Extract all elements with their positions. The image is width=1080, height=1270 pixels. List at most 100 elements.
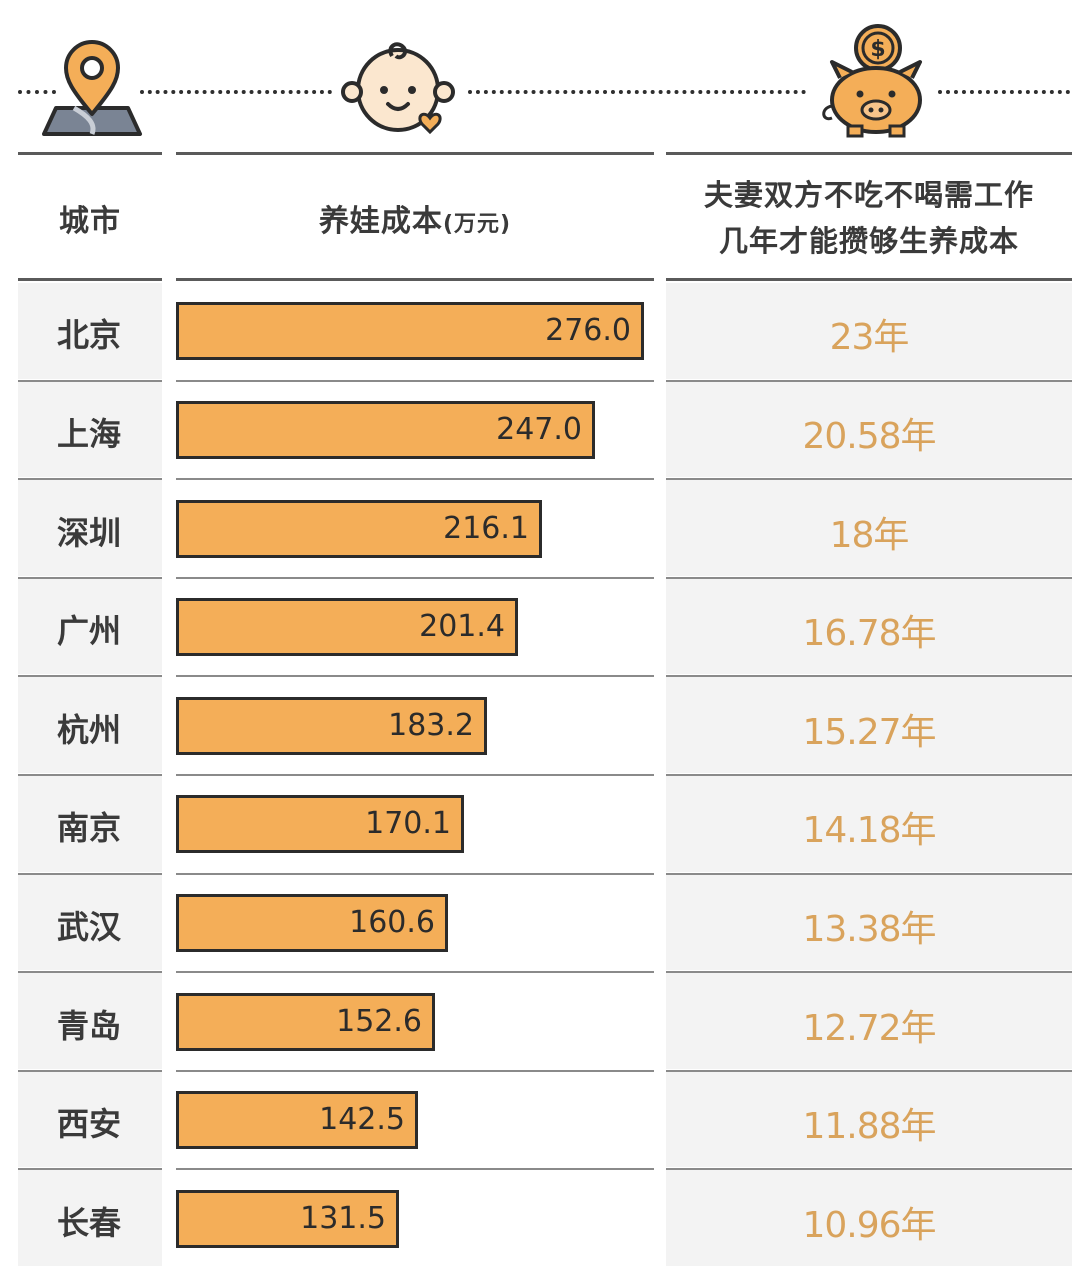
- row-divider: [18, 774, 162, 776]
- bar-value-label: 152.6: [336, 1003, 422, 1039]
- city-label: 上海: [56, 414, 121, 453]
- row-shade: [18, 1071, 162, 1168]
- cost-bar: 247.0: [176, 400, 595, 459]
- bar-value-label: 160.6: [349, 904, 435, 940]
- row-divider: [18, 971, 162, 974]
- row-shade: [18, 381, 162, 478]
- row-divider: [18, 379, 162, 382]
- city-label: 西安: [56, 1105, 121, 1144]
- city-label: 南京: [56, 809, 121, 848]
- row-divider: [176, 478, 654, 481]
- row-divider: [666, 774, 1072, 776]
- row-shade: [666, 1170, 1072, 1266]
- city-column-header: 城市: [59, 204, 121, 239]
- row-divider: [176, 576, 654, 579]
- row-divider: [18, 576, 162, 579]
- header-bottom-rule: [18, 278, 162, 281]
- row-shade: [18, 776, 162, 872]
- city-label: 北京: [56, 316, 121, 355]
- row-divider: [176, 774, 654, 776]
- row-divider: [176, 971, 654, 974]
- header-top-rule: [18, 152, 162, 155]
- bar-value-label: 131.5: [300, 1200, 386, 1236]
- row-divider: [176, 1069, 654, 1072]
- years-value: 13.38年: [802, 908, 936, 950]
- row-divider: [18, 478, 162, 481]
- cost-unit: (万元): [442, 212, 512, 237]
- baby-face-icon: [341, 42, 455, 135]
- row-shade: [666, 283, 1072, 379]
- header-top-rule: [176, 152, 654, 155]
- cost-column-label: 养娃成本: [318, 204, 443, 239]
- years-column-header: 夫妻双方不吃不喝需工作 几年才能攒够生养成本: [666, 172, 1072, 264]
- years-value: 11.88年: [802, 1106, 936, 1148]
- row-shade: [666, 381, 1072, 478]
- row-shade: [666, 578, 1072, 675]
- years-value: 15.27年: [802, 711, 936, 753]
- row-divider: [666, 1069, 1072, 1072]
- row-divider: [176, 1168, 654, 1171]
- row-shade: [666, 874, 1072, 971]
- city-label: 青岛: [56, 1006, 121, 1045]
- row-shade: [18, 1170, 162, 1266]
- bar-value-label: 216.1: [443, 510, 529, 546]
- cost-bar: 216.1: [176, 499, 542, 558]
- cost-bar: 201.4: [176, 598, 518, 657]
- row-divider: [18, 872, 162, 875]
- svg-text:$: $: [870, 37, 885, 62]
- cost-bar: 183.2: [176, 696, 487, 755]
- cost-bar: 131.5: [176, 1189, 399, 1248]
- row-divider: [666, 872, 1072, 875]
- row-divider: [666, 971, 1072, 974]
- header-bottom-rule: [666, 278, 1072, 281]
- cost-bar: 142.5: [176, 1091, 418, 1150]
- row-shade: [18, 973, 162, 1069]
- years-value: 14.18年: [802, 810, 936, 852]
- years-header-line1: 夫妻双方不吃不喝需工作: [703, 178, 1034, 212]
- row-divider: [18, 1168, 162, 1171]
- city-label: 杭州: [56, 710, 121, 749]
- row-divider: [176, 675, 654, 678]
- piggy-bank-icon: $: [822, 24, 922, 138]
- cost-column-header: 养娃成本(万元): [176, 196, 654, 240]
- bar-value-label: 247.0: [496, 411, 582, 447]
- years-value: 23年: [829, 317, 910, 359]
- row-divider: [666, 675, 1072, 678]
- row-divider: [18, 1069, 162, 1072]
- years-value: 10.96年: [802, 1204, 936, 1246]
- row-shade: [666, 776, 1072, 872]
- header-bottom-rule: [176, 278, 654, 281]
- row-divider: [666, 1168, 1072, 1171]
- years-value: 12.72年: [802, 1007, 936, 1049]
- bar-value-label: 276.0: [545, 313, 631, 349]
- bar-value-label: 170.1: [365, 806, 451, 842]
- row-divider: [666, 576, 1072, 579]
- years-value: 20.58年: [802, 415, 936, 457]
- dotted-divider: [18, 90, 56, 94]
- header-top-rule: [666, 152, 1072, 155]
- dotted-divider: [140, 90, 332, 94]
- city-label: 武汉: [56, 907, 121, 946]
- row-divider: [666, 379, 1072, 382]
- city-label: 广州: [56, 612, 121, 651]
- row-shade: [18, 480, 162, 576]
- row-divider: [176, 379, 654, 382]
- bar-value-label: 201.4: [419, 609, 505, 645]
- cost-bar: 160.6: [176, 893, 448, 952]
- years-header-line2: 几年才能攒够生养成本: [718, 224, 1019, 258]
- row-shade: [666, 1071, 1072, 1168]
- cost-bar: 170.1: [176, 795, 464, 854]
- row-divider: [666, 478, 1072, 481]
- map-pin-icon: [42, 40, 142, 136]
- bar-value-label: 142.5: [319, 1102, 405, 1138]
- bar-value-label: 183.2: [388, 707, 474, 743]
- row-shade: [18, 874, 162, 971]
- row-shade: [18, 283, 162, 379]
- cost-bar: 276.0: [176, 302, 644, 361]
- row-shade: [666, 973, 1072, 1069]
- cost-bar: 152.6: [176, 992, 435, 1051]
- row-shade: [18, 677, 162, 773]
- row-divider: [18, 675, 162, 678]
- city-label: 深圳: [56, 513, 121, 552]
